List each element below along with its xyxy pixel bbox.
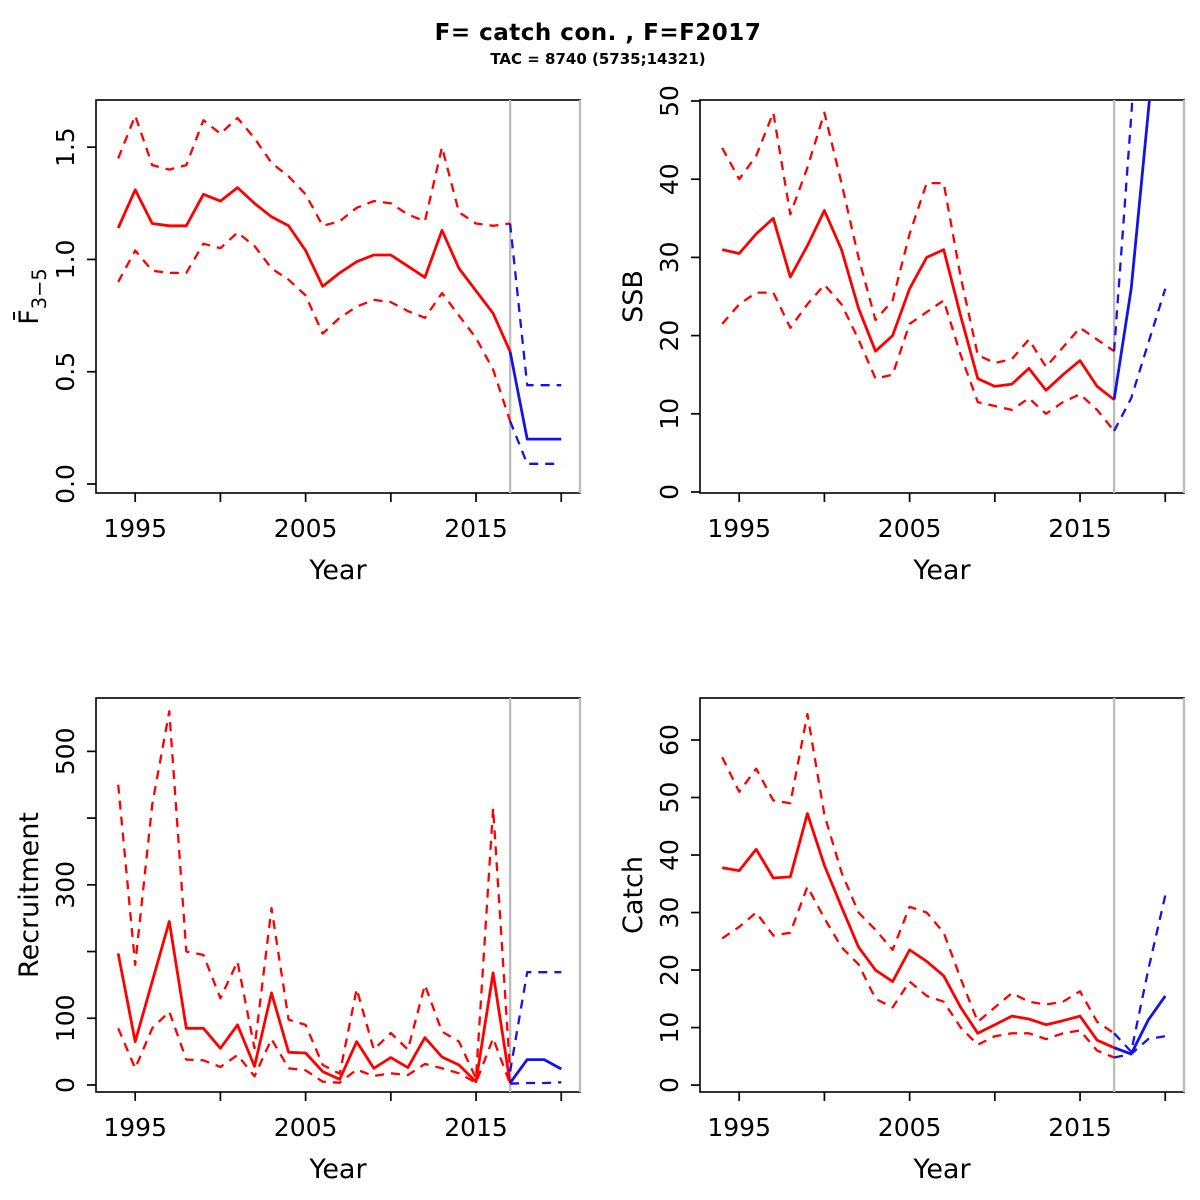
median-history-line [116,186,512,353]
y-tick-label: 10 [655,1012,684,1044]
y-tick-label: 50 [655,85,684,117]
lower-ci-history-line [117,231,512,422]
lower-ci-history-line [721,885,1115,1059]
median-history-line [721,209,1115,401]
lower-ci-forecast-line [510,1081,562,1085]
series-group [116,710,562,1085]
y-tick-label: 20 [655,320,684,352]
lower-ci-history-line [721,283,1115,432]
panel-recruitment: 1995 2005 2015 0 100 300 500 Year Recruitment [14,697,582,1185]
y-tick-label: 30 [655,241,684,273]
y-tick-label: 60 [655,724,684,756]
x-tick-label: 2015 [444,1113,508,1142]
upper-ci-history-line [117,114,511,227]
panel-ssb: 1995 2005 2015 0 10 20 30 40 50 Year SSB [618,85,1186,586]
y-tick-label: 1.0 [51,240,80,280]
y-tick-label: 0.0 [51,464,80,504]
median-forecast-line [508,1058,562,1084]
x-tick-label: 1995 [103,1113,167,1142]
x-tick-label: 2015 [1048,1113,1112,1142]
y-tick-label: 10 [655,398,684,430]
y-tick-label: 0 [655,1077,684,1093]
series-group [721,712,1167,1059]
upper-ci-forecast-line [1112,100,1134,352]
panel-catch: 1995 2005 2015 0 10 20 30 40 50 60 Year Catch [618,697,1186,1185]
series-group [116,114,562,465]
series-group [721,100,1167,432]
y-tick-label: 1.5 [51,127,80,167]
lower-ci-forecast-line [509,420,562,465]
y-tick-label: 30 [655,897,684,929]
y-tick-label: 0 [51,1077,80,1093]
plot-box [95,99,581,494]
x-tick-label: 2005 [878,514,942,543]
upper-ci-forecast-line [508,971,562,1072]
median-history-line [721,812,1115,1049]
x-tick-label: 1995 [707,514,771,543]
y-axis-title: Catch [618,856,649,934]
y-axis-title: Recruitment [14,812,45,978]
x-tick-label: 2015 [444,514,508,543]
x-tick-label: 2005 [878,1113,942,1142]
x-tick-label: 2005 [274,514,338,543]
y-axis-title: F̄3−5 [13,268,51,325]
x-axis-title: Year [308,1154,367,1185]
median-forecast-line [508,351,562,441]
x-axis-title: Year [912,555,971,586]
upper-ci-forecast-line [1113,895,1167,1053]
x-tick-label: 2015 [1048,514,1112,543]
y-tick-label: 40 [655,163,684,195]
upper-ci-history-line [117,710,512,1080]
y-tick-label: 50 [655,782,684,814]
figure-title: F= catch con. , F=F2017 [434,20,762,46]
median-forecast-line [1113,995,1167,1056]
plot-box [95,697,581,1093]
lower-ci-forecast-line [1113,1035,1166,1059]
median-forecast-line [1112,100,1151,400]
panel-fbar: 1995 2005 2015 0.0 0.5 1.0 1.5 Year F̄3−5 [13,99,582,586]
y-tick-label: 0.5 [51,352,80,392]
y-tick-label: 300 [51,861,80,909]
plot-box [699,697,1185,1093]
lower-ci-forecast-line [1113,288,1167,432]
upper-ci-forecast-line [508,223,562,387]
figure-subtitle: TAC = 8740 (5735;14321) [490,50,706,68]
x-axis-title: Year [308,555,367,586]
x-tick-label: 1995 [707,1113,771,1142]
lower-ci-history-line [117,1010,512,1085]
x-tick-label: 1995 [103,514,167,543]
upper-ci-history-line [721,111,1115,369]
plot-box [699,99,1185,494]
median-history-line [116,920,512,1084]
y-tick-label: 0 [655,484,684,500]
x-axis-title: Year [912,1154,971,1185]
y-tick-label: 20 [655,954,684,986]
y-axis-title: SSB [618,270,649,323]
upper-ci-history-line [721,712,1115,1035]
y-tick-label: 40 [655,839,684,871]
x-tick-label: 2005 [274,1113,338,1142]
y-tick-label: 500 [51,728,80,776]
y-tick-label: 100 [51,994,80,1042]
